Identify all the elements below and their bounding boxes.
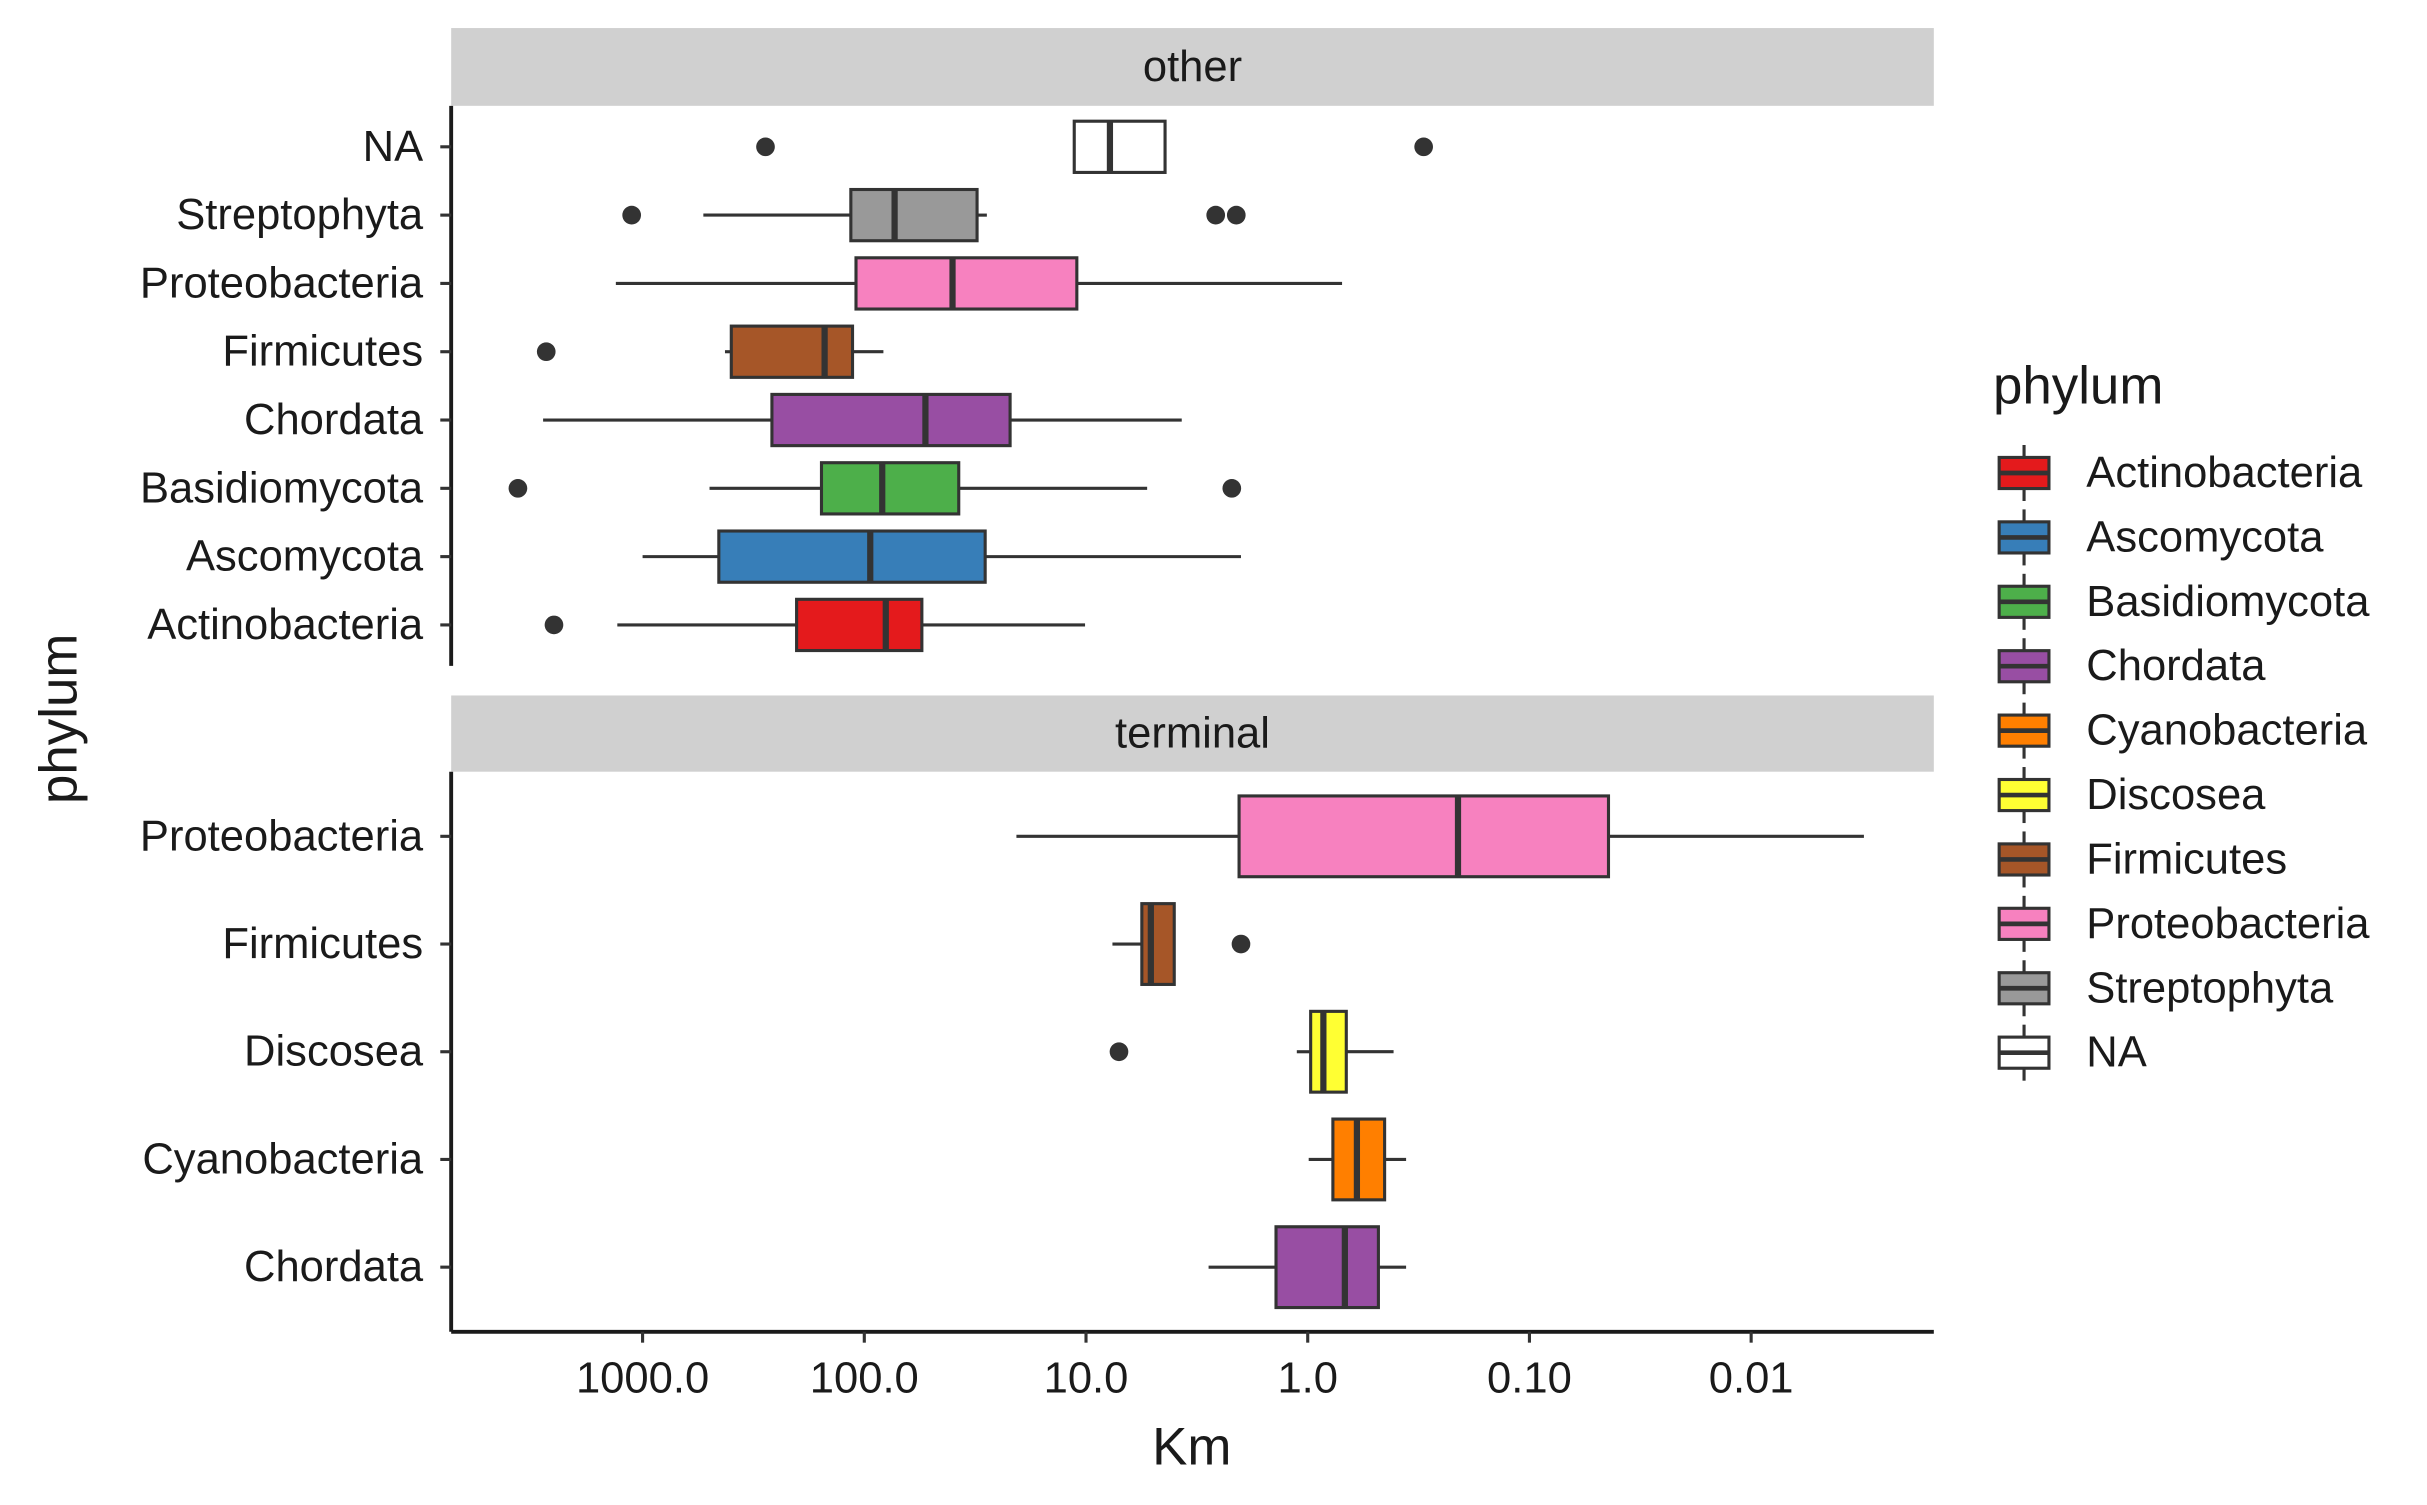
y-tick-label: Firmicutes xyxy=(222,920,423,968)
outlier xyxy=(1414,137,1433,157)
legend-label: Discosea xyxy=(2086,771,2266,819)
outlier xyxy=(1226,205,1246,225)
y-tick-label: Ascomycota xyxy=(186,533,424,581)
y-tick-label: Proteobacteria xyxy=(140,259,424,307)
outlier xyxy=(1231,934,1251,954)
x-tick-label: 100.0 xyxy=(810,1354,919,1402)
legend-label: Cyanobacteria xyxy=(2086,707,2368,755)
outlier xyxy=(622,205,642,225)
y-tick-label: Streptophyta xyxy=(176,191,424,239)
outlier xyxy=(1206,205,1226,225)
y-tick-label: Discosea xyxy=(244,1028,424,1076)
x-tick-label: 1.0 xyxy=(1277,1354,1338,1402)
legend-label: Basidiomycota xyxy=(2086,578,2370,626)
x-tick-label: 1000.0 xyxy=(576,1354,709,1402)
box xyxy=(1274,1225,1380,1310)
box xyxy=(770,392,1012,448)
y-tick-label: NA xyxy=(363,123,423,171)
x-axis-title: Km xyxy=(1152,1417,1231,1476)
y-tick-label: Basidiomycota xyxy=(140,464,424,512)
x-tick-label: 0.01 xyxy=(1709,1354,1794,1402)
strip xyxy=(451,28,1934,106)
box xyxy=(1309,1009,1348,1094)
box xyxy=(1237,794,1611,879)
y-tick-label: Firmicutes xyxy=(222,328,423,376)
box xyxy=(819,461,961,516)
box xyxy=(717,529,987,584)
y-axis-title: phylum xyxy=(30,634,89,804)
box xyxy=(849,187,979,243)
y-tick-label: Proteobacteria xyxy=(140,812,424,860)
outlier xyxy=(536,342,556,362)
legend-label: Streptophyta xyxy=(2086,964,2334,1012)
box xyxy=(854,256,1079,311)
legend-label: Proteobacteria xyxy=(2086,900,2370,948)
y-tick-label: Cyanobacteria xyxy=(142,1135,424,1183)
box xyxy=(729,324,855,379)
legend-label: NA xyxy=(2086,1029,2147,1077)
outlier xyxy=(508,478,528,498)
x-tick-label: 0.10 xyxy=(1487,1354,1572,1402)
box xyxy=(1140,902,1176,986)
box xyxy=(795,597,924,653)
y-tick-label: Chordata xyxy=(244,1243,424,1291)
y-tick-label: Chordata xyxy=(244,396,424,444)
y-tick-label: Actinobacteria xyxy=(147,601,424,649)
outlier xyxy=(1109,1042,1129,1062)
outlier xyxy=(544,615,564,635)
x-tick-label: 10.0 xyxy=(1044,1354,1129,1402)
legend-label: Firmicutes xyxy=(2086,835,2287,883)
strip-label: terminal xyxy=(1115,710,1270,758)
legend-label: Chordata xyxy=(2086,642,2266,690)
legend-label: Actinobacteria xyxy=(2086,449,2363,497)
strip xyxy=(451,695,1934,772)
outlier xyxy=(756,137,775,157)
box xyxy=(1072,119,1167,174)
legend-title: phylum xyxy=(1993,356,2163,415)
legend-label: Ascomycota xyxy=(2086,513,2324,561)
outlier xyxy=(1222,478,1242,498)
strip-label: other xyxy=(1143,43,1242,91)
